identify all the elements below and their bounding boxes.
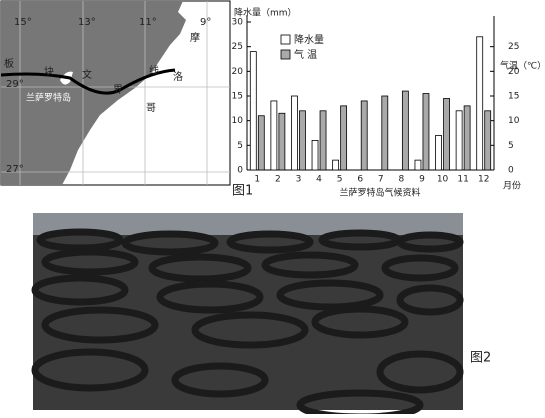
y2-tick-label: 15 — [508, 92, 519, 102]
bar — [414, 159, 422, 171]
x-tick-label: 12 — [478, 175, 489, 185]
bar — [401, 90, 409, 171]
country-char: 哥 — [146, 102, 156, 114]
x-tick-label: 1 — [254, 175, 260, 185]
ocean — [1, 1, 186, 185]
x-tick-label: 2 — [275, 175, 281, 185]
bar — [249, 51, 257, 171]
y2-tick-label: 0 — [508, 166, 514, 176]
x-tick-label: 9 — [419, 175, 425, 185]
bar — [319, 110, 327, 171]
y-tick-label: 5 — [237, 141, 243, 151]
bar — [476, 36, 484, 171]
country-char: 洛 — [173, 70, 183, 83]
latitude-label: 27° — [6, 164, 24, 175]
bar — [332, 159, 340, 171]
bar — [435, 135, 442, 171]
legend-label: 气 温 — [294, 48, 317, 61]
bar — [422, 93, 430, 171]
bar — [311, 139, 319, 171]
y2-tick-label: 5 — [508, 141, 514, 151]
bar — [443, 98, 450, 171]
y2-tick-label: 20 — [508, 67, 520, 77]
legend-swatch — [280, 49, 291, 60]
bar — [463, 105, 471, 171]
y-tick-label: 10 — [232, 116, 244, 126]
figure-label: 图1 — [232, 184, 253, 199]
boundary-char: 文 — [82, 68, 92, 81]
longitude-label: 13° — [78, 17, 96, 28]
legend-label: 降水量 — [294, 33, 324, 46]
boundary-char: 板 — [4, 57, 14, 70]
boundary-char: 线 — [149, 64, 159, 77]
latitude-label: 29° — [6, 79, 24, 90]
bar — [484, 110, 492, 171]
bar — [340, 105, 348, 171]
bar — [278, 112, 286, 171]
figure-label: 图2 — [470, 351, 491, 366]
bar — [455, 110, 463, 171]
x-tick-label: 3 — [296, 175, 302, 185]
bar — [270, 100, 278, 171]
longitude-label: 9° — [200, 17, 211, 28]
x-tick-label: 8 — [399, 175, 405, 185]
x-axis-title: 月份 — [503, 180, 521, 192]
x-tick-label: 10 — [437, 175, 449, 185]
longitude-label: 15° — [14, 17, 32, 28]
y-tick-label: 30 — [232, 18, 244, 28]
y-tick-label: 15 — [232, 92, 243, 102]
y2-tick-label: 25 — [508, 42, 519, 52]
y2-tick-label: 10 — [508, 116, 520, 126]
graticule — [1, 1, 230, 185]
bar — [360, 100, 368, 171]
bar — [381, 95, 389, 171]
y-axis-title: 降水量（mm） — [234, 7, 297, 19]
photo — [31, 213, 464, 418]
y-tick-label: 25 — [232, 42, 243, 52]
bar — [257, 115, 265, 171]
map: 15° 13° 11° 9° 29° 27° 板 块 文 界 线 摩 洛 哥 兰… — [0, 0, 231, 186]
chart-caption: 兰萨罗特岛气候资料 — [339, 187, 420, 199]
stone-walls — [31, 228, 464, 418]
photo-sky — [33, 213, 463, 235]
x-tick-label: 4 — [316, 175, 322, 185]
x-tick-label: 7 — [378, 175, 384, 185]
boundary-char: 块 — [44, 66, 54, 78]
y2-axis-title: 气温（℃） — [500, 60, 545, 72]
chart: 0510152025300510152025降水量（mm）气温（℃）月份兰萨罗特… — [232, 7, 545, 199]
x-tick-label: 5 — [337, 175, 343, 185]
y-tick-label: 0 — [237, 166, 243, 176]
island-label: 兰萨罗特岛 — [26, 92, 71, 104]
boundary-char: 界 — [113, 84, 123, 96]
longitude-label: 11° — [139, 17, 157, 28]
legend-swatch — [280, 34, 291, 45]
x-tick-label: 6 — [357, 175, 363, 185]
bar — [299, 110, 306, 171]
country-char: 摩 — [190, 31, 200, 44]
bar — [291, 95, 298, 171]
y-tick-label: 20 — [232, 67, 244, 77]
plate-boundary — [0, 68, 176, 95]
x-tick-label: 11 — [457, 175, 468, 185]
